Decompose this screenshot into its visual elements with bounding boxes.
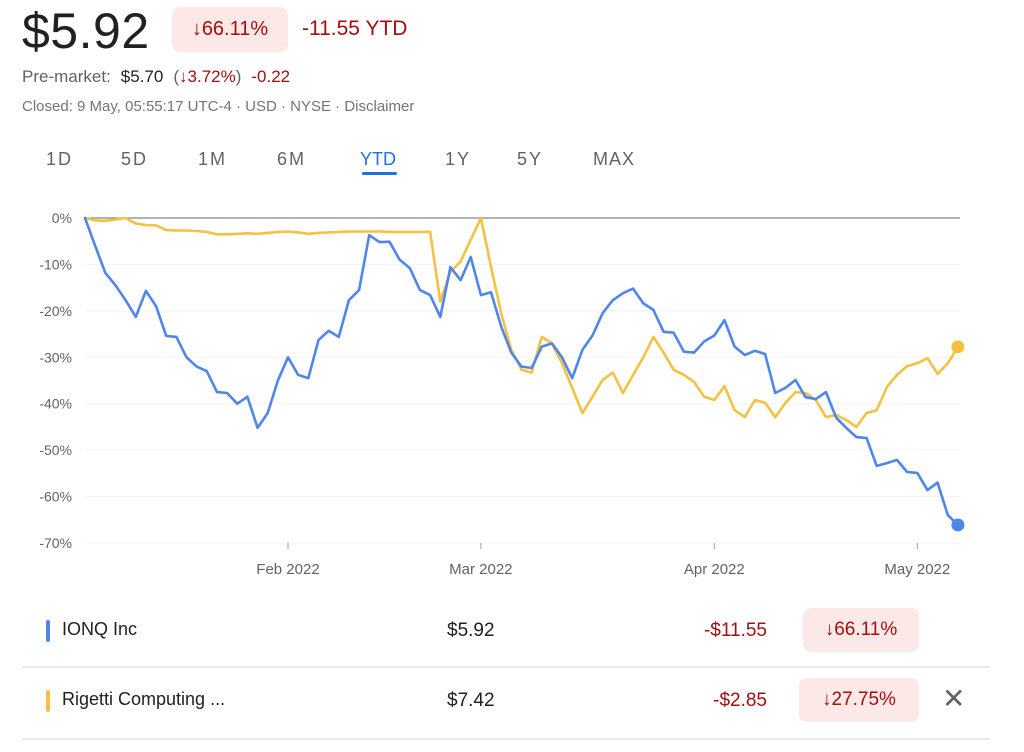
y-tick-label: -40%: [39, 396, 72, 412]
premarket-pct: ↓3.72%: [179, 67, 236, 86]
y-tick-label: -70%: [39, 535, 72, 551]
y-tick-label: -30%: [39, 349, 72, 365]
y-tick-label: -10%: [39, 256, 72, 272]
x-tick-label: May 2022: [884, 561, 950, 578]
close-paren: ): [235, 67, 242, 86]
comparison-chart[interactable]: 0% -10% -20% -30% -40% -50% -60% -70% Feb 2022 M…: [0, 190, 1024, 590]
open-paren: (: [173, 67, 180, 86]
series-color-marker: [46, 620, 50, 642]
series-endpoint-ionq: [951, 518, 965, 532]
y-tick-label: -60%: [39, 489, 72, 505]
tab-max[interactable]: MAX: [593, 149, 636, 169]
tab-6m[interactable]: 6M: [277, 149, 307, 169]
x-tick-label: Apr 2022: [684, 561, 745, 578]
comparison-row-rigetti[interactable]: Rigetti Computing ... $7.42 -$2.85 ↓27.7…: [22, 668, 990, 740]
premarket-change: -0.22: [251, 67, 291, 86]
tab-5d[interactable]: 5D: [121, 149, 149, 169]
y-tick-label: -20%: [39, 303, 72, 319]
tab-ytd[interactable]: YTD: [360, 149, 396, 169]
stock-change: -$11.55: [703, 620, 767, 641]
stock-change-pct-badge: ↓27.75%: [799, 678, 919, 722]
premarket-row: Pre-market: $5.70 (↓3.72%) -0.22: [22, 67, 290, 87]
change-percent-badge: ↓66.11%: [172, 7, 288, 52]
stock-price: $7.42: [447, 690, 495, 711]
tab-5y[interactable]: 5Y: [517, 149, 544, 169]
stock-change-pct-badge: ↓66.11%: [803, 608, 919, 652]
stock-change: -$2.85: [713, 690, 767, 711]
tab-1y[interactable]: 1Y: [445, 149, 472, 169]
y-tick-label: 0%: [52, 210, 72, 226]
ytd-change: -11.55 YTD: [302, 17, 408, 40]
market-status: Closed: 9 May, 05:55:17 UTC-4 · USD · NY…: [22, 98, 415, 115]
x-tick-label: Mar 2022: [449, 561, 512, 578]
y-tick-label: -50%: [39, 442, 72, 458]
series-endpoint-rigetti: [951, 340, 965, 354]
remove-comparison-close-icon[interactable]: ✕: [942, 683, 966, 714]
series-line-ionq: [83, 216, 960, 527]
premarket-pct-group: (↓3.72%): [173, 67, 241, 87]
stock-price: $5.92: [447, 620, 495, 641]
stock-name: IONQ Inc: [62, 619, 138, 639]
active-tab-indicator: [362, 172, 397, 175]
comparison-row-ionq[interactable]: IONQ Inc $5.92 -$11.55 ↓66.11%: [22, 596, 990, 668]
current-price: $5.92: [22, 3, 150, 59]
premarket-label: Pre-market:: [22, 67, 111, 86]
stock-name: Rigetti Computing ...: [62, 689, 226, 709]
x-tick-label: Feb 2022: [256, 561, 319, 578]
tab-1d[interactable]: 1D: [46, 149, 74, 169]
premarket-price: $5.70: [120, 67, 164, 86]
series-color-marker: [46, 690, 50, 712]
tab-1m[interactable]: 1M: [198, 149, 228, 169]
